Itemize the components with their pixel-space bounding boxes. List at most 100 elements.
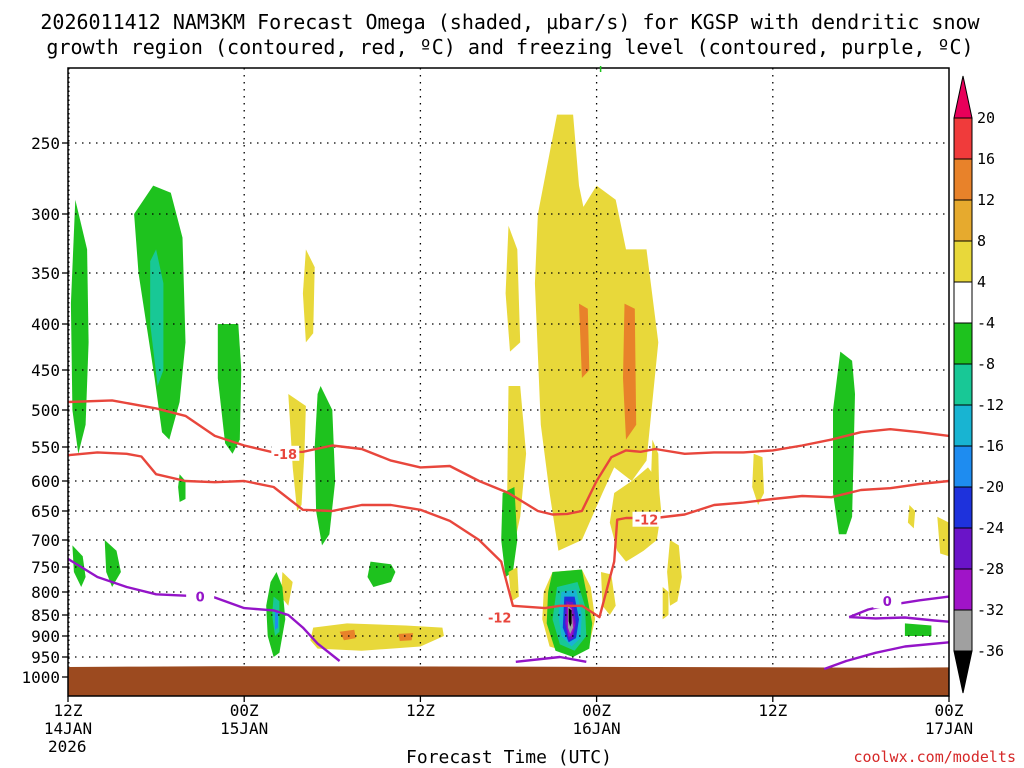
x-tick-label: 00Z bbox=[230, 701, 259, 720]
contour-label-bg bbox=[271, 445, 300, 461]
colorbar-segment bbox=[953, 117, 973, 160]
omega-shaded-region bbox=[70, 199, 89, 454]
pressure-axis: 250 300 350 400 450 500 550 600 650 700 750 800 850 9… bbox=[21, 134, 68, 687]
colorbar-segment bbox=[953, 486, 973, 529]
omega-shaded-region bbox=[501, 487, 518, 577]
omega-shaded-region bbox=[310, 623, 444, 651]
x-tick-label: 12Z bbox=[758, 701, 787, 720]
colorbar-segment bbox=[953, 240, 973, 283]
x-tick-label: 12Z bbox=[406, 701, 435, 720]
omega-shaded-region bbox=[937, 516, 949, 557]
y-tick-label: 550 bbox=[31, 438, 60, 457]
colorbar-segment bbox=[953, 158, 973, 201]
x-tick-label: 12Z bbox=[54, 701, 83, 720]
y-tick-label: 300 bbox=[31, 205, 60, 224]
y-tick-label: 900 bbox=[31, 627, 60, 646]
omega-shaded-region bbox=[398, 633, 414, 641]
omega-shaded-region bbox=[280, 572, 293, 606]
x-tick-label: 14JAN bbox=[44, 719, 92, 738]
omega-shaded-region bbox=[217, 324, 242, 454]
colorbar-segment bbox=[953, 568, 973, 611]
omega-colorbar: 20 16 12 8 4 -4 -8 -12 -16 -20 -24 -28 -32 -36 bbox=[953, 75, 1004, 694]
y-tick-label: 500 bbox=[31, 401, 60, 420]
omega-shaded-region bbox=[833, 351, 855, 535]
omega-shaded-region bbox=[907, 505, 916, 529]
colorbar-label: -8 bbox=[977, 355, 995, 373]
omega-shaded-region bbox=[508, 567, 519, 602]
x-tick-label: 17JAN bbox=[925, 719, 973, 738]
credit-text: coolwx.com/modelts bbox=[853, 748, 1016, 766]
x-tick-label: 2026 bbox=[48, 737, 87, 756]
omega-shaded-region bbox=[667, 540, 682, 606]
colorbar-label: -24 bbox=[977, 519, 1004, 537]
colorbar-top-arrow bbox=[953, 75, 973, 119]
y-tick-label: 1000 bbox=[21, 668, 60, 687]
x-axis-label: Forecast Time (UTC) bbox=[406, 747, 612, 768]
omega-shaded-region bbox=[367, 561, 396, 587]
colorbar-label: -32 bbox=[977, 601, 1004, 619]
omega-shaded-region bbox=[601, 572, 616, 615]
colorbar-label: -20 bbox=[977, 478, 1004, 496]
ground-terrain bbox=[68, 666, 949, 696]
colorbar-segment bbox=[953, 527, 973, 570]
omega-shaded-region bbox=[302, 249, 315, 343]
y-tick-label: 700 bbox=[31, 531, 60, 550]
colorbar-bottom-arrow bbox=[953, 650, 973, 694]
freezing-level-contour-line bbox=[849, 615, 950, 623]
freezing-level-contour-line bbox=[823, 641, 950, 671]
omega-shaded-region bbox=[534, 114, 659, 551]
omega-shaded-region bbox=[314, 386, 336, 546]
contour-label-bg bbox=[873, 593, 902, 609]
colorbar-label: 4 bbox=[977, 273, 986, 291]
y-tick-label: 800 bbox=[31, 583, 60, 602]
x-tick-label: 15JAN bbox=[220, 719, 268, 738]
chart-title-line2: growth region (contoured, red, ºC) and f… bbox=[46, 35, 973, 59]
colorbar-label: -12 bbox=[977, 396, 1004, 414]
freezing-contour-label: 0 bbox=[883, 595, 892, 610]
contour-label-bg bbox=[485, 609, 514, 625]
colorbar-label: 12 bbox=[977, 191, 995, 209]
colorbar-segment bbox=[953, 445, 973, 488]
y-tick-label: 600 bbox=[31, 472, 60, 491]
dendritic-contour-line bbox=[67, 451, 950, 619]
colorbar-segment bbox=[953, 404, 973, 447]
x-tick-label: 00Z bbox=[935, 701, 964, 720]
omega-shaded-region bbox=[579, 303, 590, 378]
omega-shaded-region bbox=[104, 540, 121, 587]
colorbar-segment bbox=[953, 199, 973, 242]
y-tick-label: 350 bbox=[31, 264, 60, 283]
dendritic-contour-label: -12 bbox=[635, 514, 659, 529]
dendritic-contour-label: -18 bbox=[274, 448, 298, 463]
y-tick-label: 250 bbox=[31, 134, 60, 153]
colorbar-label: 20 bbox=[977, 109, 995, 127]
plot-frame bbox=[67, 67, 950, 697]
plot-area: -18 -12 -12 0 0 bbox=[67, 68, 950, 696]
omega-shaded-region bbox=[275, 610, 278, 630]
chart-title-line1: 2026011412 NAM3KM Forecast Omega (shaded… bbox=[40, 10, 980, 34]
omega-shaded-region bbox=[623, 303, 637, 440]
x-tick-label: 16JAN bbox=[573, 719, 621, 738]
colorbar-label: -36 bbox=[977, 642, 1004, 660]
omega-shaded-region bbox=[752, 453, 764, 505]
y-tick-label: 400 bbox=[31, 315, 60, 334]
freezing-level-contour-line bbox=[515, 655, 587, 663]
colorbar-segment bbox=[953, 281, 973, 324]
omega-shaded-region bbox=[662, 587, 669, 620]
colorbar-label: 8 bbox=[977, 232, 986, 250]
colorbar-label: -4 bbox=[977, 314, 995, 332]
contour-label-bg bbox=[186, 588, 215, 604]
y-tick-label: 650 bbox=[31, 502, 60, 521]
omega-core-region bbox=[568, 608, 572, 627]
y-tick-label: 950 bbox=[31, 648, 60, 667]
colorbar-segment bbox=[953, 363, 973, 406]
dendritic-contour-label: -12 bbox=[488, 612, 512, 627]
omega-shaded-region bbox=[339, 629, 356, 641]
omega-shaded-region bbox=[150, 249, 164, 386]
freezing-contour-label: 0 bbox=[196, 591, 205, 606]
y-tick-label: 750 bbox=[31, 558, 60, 577]
contour-label-bg bbox=[632, 511, 661, 527]
x-tick-label: 00Z bbox=[582, 701, 611, 720]
colorbar-label: -16 bbox=[977, 437, 1004, 455]
